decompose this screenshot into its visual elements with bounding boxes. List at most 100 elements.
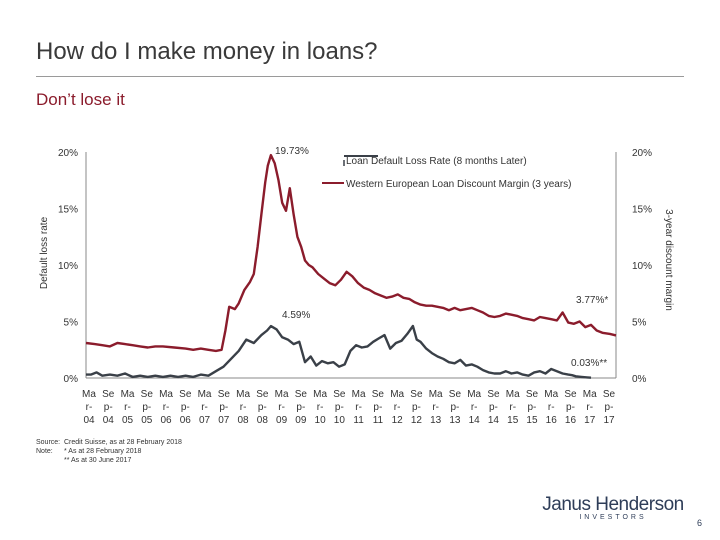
x-tick-label: Se p- 14 [487,389,500,426]
x-tick-label: Ma r- 12 [390,389,404,426]
page-subtitle: Don’t lose it [36,90,125,109]
y-tick-right: 0% [632,374,647,385]
svg-text:Se: Se [179,389,192,400]
x-tick-label: Ma r- 06 [159,389,173,426]
svg-text:Se: Se [410,389,423,400]
svg-text:r-: r- [394,402,401,413]
svg-text:10: 10 [334,415,346,426]
right-axis-label: 3-year discount margin [663,209,674,311]
svg-text:Se: Se [218,389,231,400]
y-tick-left: 10% [58,261,78,272]
svg-text:12: 12 [411,415,423,426]
svg-text:r-: r- [586,402,593,413]
y-tick-left: 5% [64,318,79,329]
svg-text:Se: Se [295,389,308,400]
svg-text:r-: r- [201,402,208,413]
svg-text:Se: Se [256,389,269,400]
svg-text:Ma: Ma [121,389,135,400]
series-line-discount-margin [85,153,617,353]
svg-text:p-: p- [219,402,228,413]
x-tick-label: Se p- 04 [102,389,115,426]
annotation-peak-default: 4.59% [282,310,310,321]
x-tick-label: Se p- 15 [526,389,539,426]
svg-text:07: 07 [218,415,230,426]
svg-text:p-: p- [296,402,305,413]
janus-henderson-logo: Janus Henderson INVESTORS [542,494,684,521]
svg-text:r-: r- [432,402,439,413]
x-tick-label: Ma r- 16 [544,389,558,426]
title-divider [36,76,684,77]
y-tick-left: 0% [64,374,79,385]
x-tick-label: Se p- 10 [333,389,346,426]
x-tick-label: Ma r- 13 [429,389,443,426]
svg-text:16: 16 [546,415,558,426]
svg-text:Se: Se [333,389,346,400]
svg-text:Ma: Ma [583,389,597,400]
y-tick-right: 15% [632,205,652,216]
svg-text:Se: Se [564,389,577,400]
x-tick-label: Ma r- 14 [467,389,481,426]
svg-text:p-: p- [489,402,498,413]
x-tick-label: Ma r- 10 [313,389,327,426]
svg-text:p-: p- [335,402,344,413]
legend-label-discount-margin: Western European Loan Discount Margin (3… [346,179,571,190]
svg-text:06: 06 [160,415,172,426]
svg-text:09: 09 [295,415,307,426]
x-tick-label: Se p- 11 [372,389,385,426]
x-tick-label: Se p- 08 [256,389,269,426]
page-title: How do I make money in loans? [36,38,378,65]
svg-text:p-: p- [104,402,113,413]
svg-text:p-: p- [142,402,151,413]
note-2: ** As at 30 June 2017 [64,457,132,464]
svg-text:Ma: Ma [82,389,96,400]
x-tick-label: Ma r- 15 [506,389,520,426]
svg-text:Ma: Ma [467,389,481,400]
svg-text:08: 08 [257,415,269,426]
x-tick-label: Se p- 06 [179,389,192,426]
legend-label-default-rate: Loan Default Loss Rate (8 months Later) [346,156,527,167]
svg-text:Se: Se [526,389,539,400]
x-tick-label: Se p- 09 [295,389,308,426]
svg-text:09: 09 [276,415,288,426]
svg-text:07: 07 [199,415,211,426]
svg-text:p-: p- [528,402,537,413]
svg-text:05: 05 [122,415,134,426]
y-tick-left: 15% [58,205,78,216]
svg-text:Se: Se [449,389,462,400]
svg-text:13: 13 [449,415,461,426]
svg-text:11: 11 [373,415,384,426]
x-tick-label: Se p- 12 [410,389,423,426]
x-tick-label: Se p- 05 [141,389,154,426]
svg-text:17: 17 [584,415,596,426]
svg-text:17: 17 [603,415,615,426]
y-tick-right: 5% [632,318,647,329]
svg-text:Ma: Ma [275,389,289,400]
svg-text:11: 11 [353,415,364,426]
svg-text:Ma: Ma [236,389,250,400]
svg-text:Se: Se [603,389,616,400]
source-label: Source: [36,439,61,446]
x-tick-label: Ma r- 05 [121,389,135,426]
svg-text:08: 08 [238,415,250,426]
svg-text:Ma: Ma [429,389,443,400]
svg-text:p-: p- [258,402,267,413]
x-tick-label: Ma r- 07 [198,389,212,426]
y-tick-right: 20% [632,148,652,159]
svg-text:Ma: Ma [313,389,327,400]
svg-text:r-: r- [124,402,131,413]
svg-text:16: 16 [565,415,577,426]
svg-text:Se: Se [372,389,385,400]
svg-text:p-: p- [412,402,421,413]
svg-text:p-: p- [373,402,382,413]
svg-text:14: 14 [488,415,500,426]
x-tick-label: Se p- 16 [564,389,577,426]
x-tick-label: Ma r- 08 [236,389,250,426]
svg-text:p-: p- [566,402,575,413]
svg-text:r-: r- [548,402,555,413]
svg-text:p-: p- [181,402,190,413]
series-line-default-rate [86,324,592,379]
x-tick-label: Se p- 17 [603,389,616,426]
svg-text:r-: r- [163,402,170,413]
svg-text:06: 06 [180,415,192,426]
